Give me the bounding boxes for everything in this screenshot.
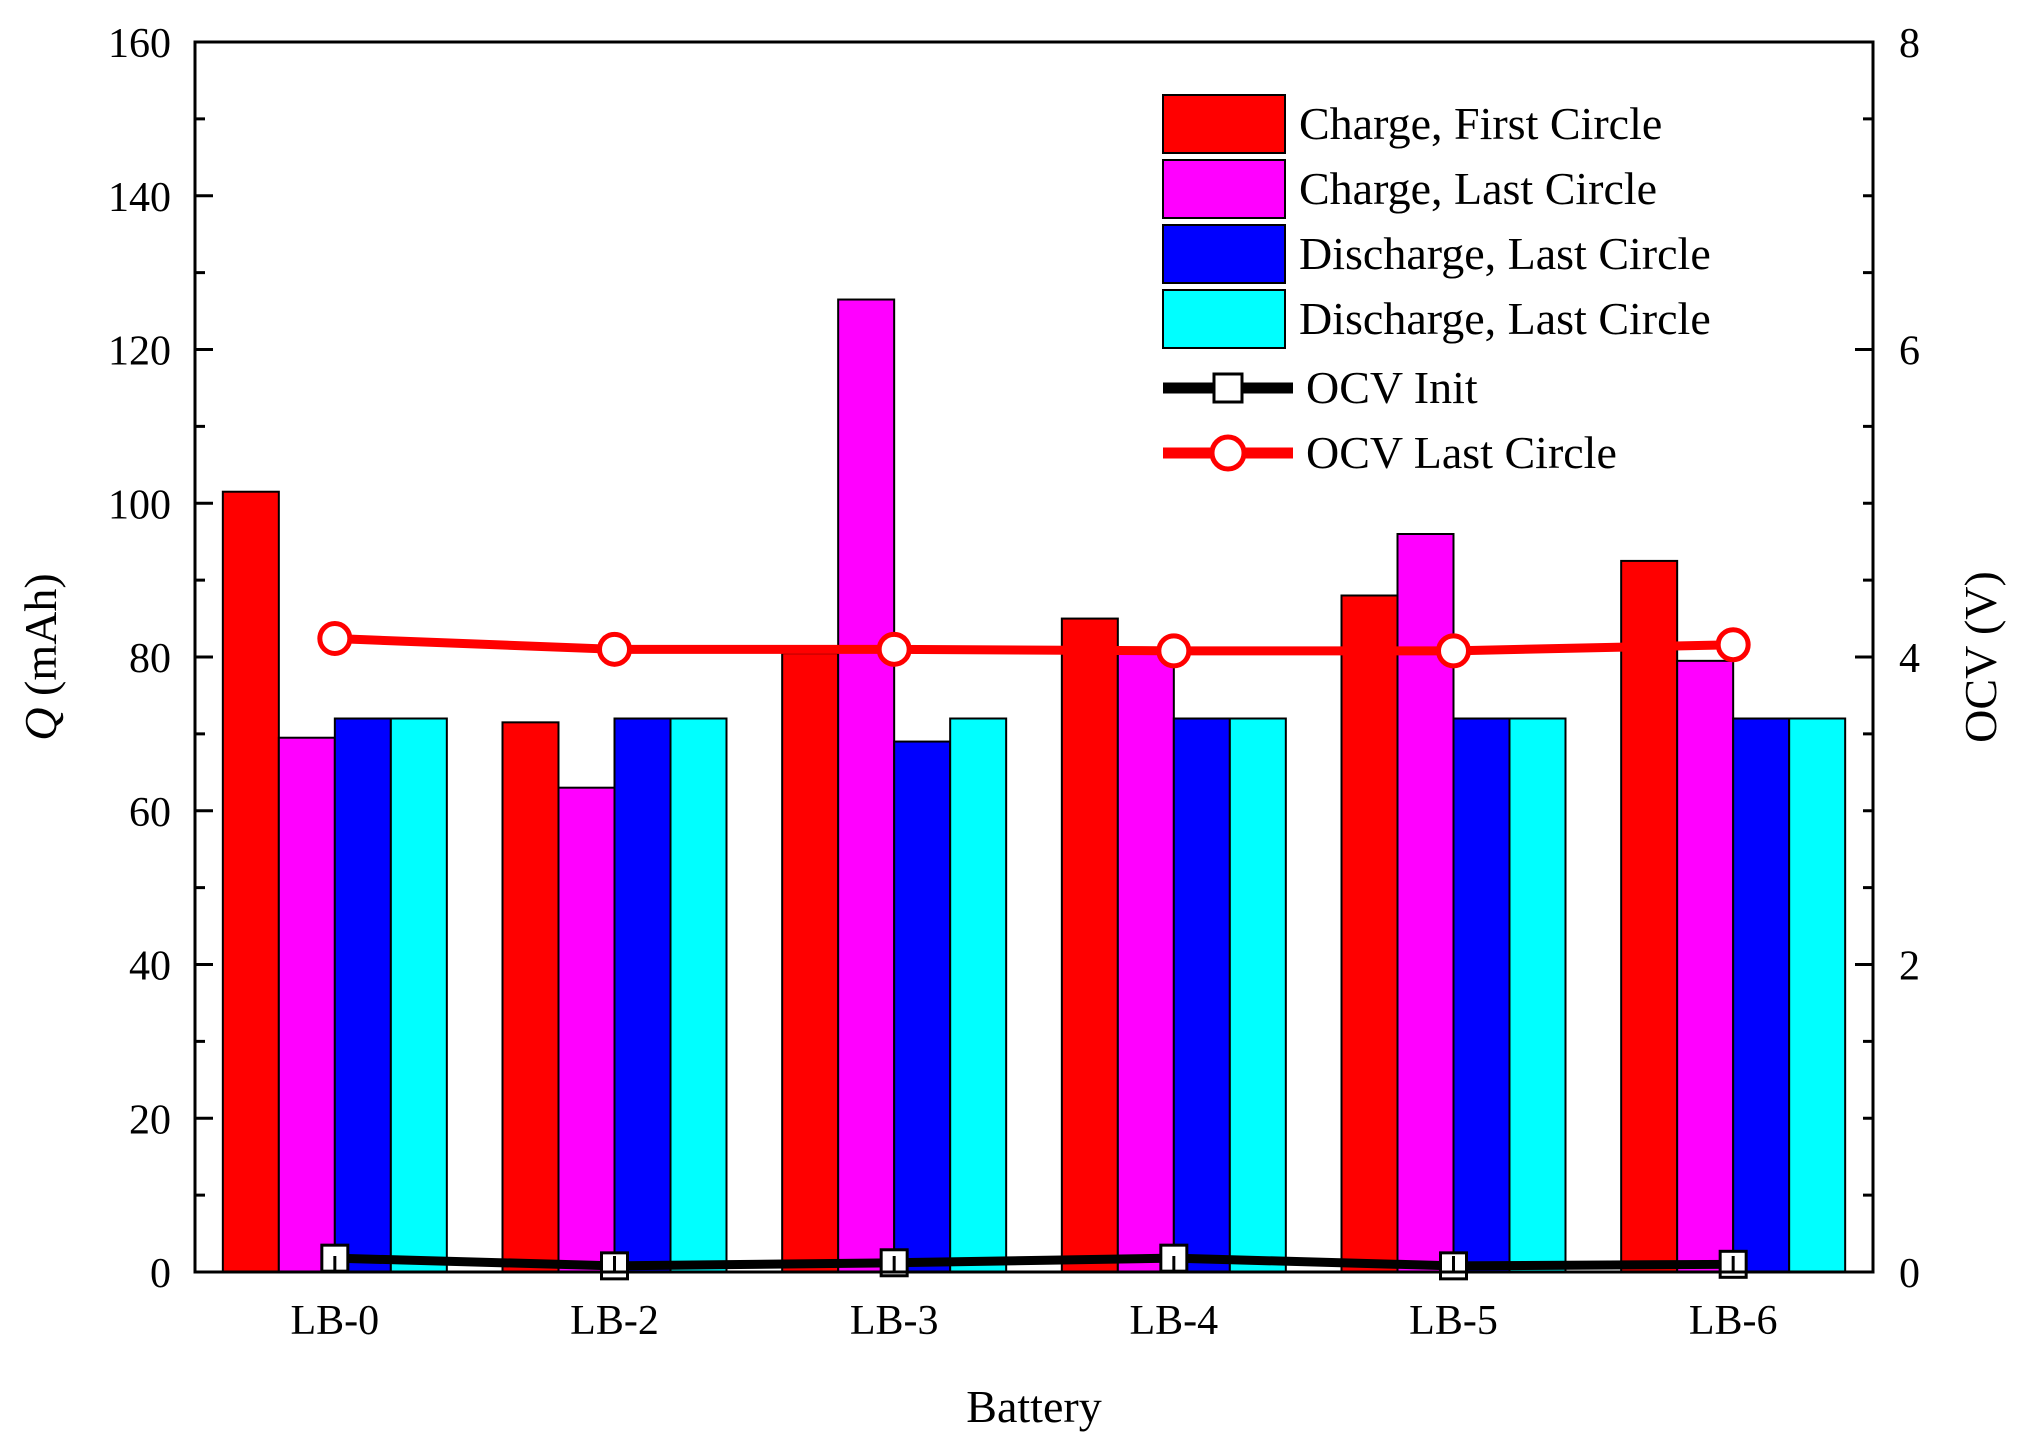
bar-3-5 <box>1788 717 1847 1273</box>
y-tick-label-5: 100 <box>108 482 171 528</box>
x-tick-label-4: LB-5 <box>1409 1298 1498 1344</box>
y2-tick-label-1: 2 <box>1899 944 1920 990</box>
bar-3-1 <box>669 717 728 1273</box>
line-point-1-3 <box>1156 633 1192 669</box>
legend-label-5: OCV Last Circle <box>1306 427 1617 478</box>
y2-tick-label-4: 8 <box>1899 21 1920 67</box>
bar-3-3 <box>1228 717 1287 1273</box>
x-tick-label-2: LB-3 <box>850 1298 939 1344</box>
line-point-1-4 <box>1436 633 1471 669</box>
legend-label-3: Discharge, Last Circle <box>1299 293 1711 344</box>
x-tick-label-3: LB-4 <box>1130 1298 1219 1344</box>
bar-0-0 <box>221 490 280 1273</box>
y-axis-label-symbol: Q <box>15 707 66 740</box>
y-tick-label-4: 80 <box>129 636 171 682</box>
bar-2-4 <box>1452 717 1511 1273</box>
y-tick-label-6: 120 <box>108 329 171 375</box>
legend-swatch-3 <box>1162 289 1286 349</box>
line-point-1-0 <box>317 621 353 657</box>
line-point-1-2 <box>876 631 912 667</box>
y-tick-label-3: 60 <box>129 790 171 836</box>
y-tick-label-1: 20 <box>129 1097 171 1143</box>
legend-marker-0 <box>1212 372 1244 404</box>
legend-swatch-0 <box>1162 94 1286 154</box>
legend-label-0: Charge, First Circle <box>1299 98 1662 149</box>
y2-axis-label: OCV (V) <box>1955 571 2006 743</box>
bar-2-3 <box>1172 717 1231 1273</box>
bar-3-2 <box>949 717 1008 1273</box>
bar-3-4 <box>1508 717 1567 1273</box>
y2-tick-label-0: 0 <box>1899 1251 1920 1297</box>
legend-label-1: Charge, Last Circle <box>1299 163 1657 214</box>
y2-tick-label-3: 6 <box>1899 329 1920 375</box>
bar-1-0 <box>277 736 336 1273</box>
x-axis-label: Battery <box>966 1381 1101 1432</box>
legend: Charge, First Circle Charge, Last Circle D… <box>1162 94 1711 478</box>
line-point-1-1 <box>597 631 632 667</box>
bar-0-2 <box>781 652 840 1273</box>
y-axis-label-unit: (mAh) <box>15 573 66 707</box>
legend-label-4: OCV Init <box>1306 362 1478 413</box>
x-tick-label-1: LB-2 <box>570 1298 659 1344</box>
y-tick-label-8: 160 <box>108 21 171 67</box>
bar-0-1 <box>501 721 560 1273</box>
legend-swatch-2 <box>1162 224 1286 284</box>
bar-0-3 <box>1060 617 1119 1273</box>
y2-tick-label-2: 4 <box>1899 636 1920 682</box>
bar-1-2 <box>837 298 896 1273</box>
bar-0-4 <box>1340 594 1399 1273</box>
bar-0-5 <box>1620 559 1679 1273</box>
line-series-1 <box>334 634 1734 656</box>
bar-1-3 <box>1116 652 1175 1273</box>
legend-label-2: Discharge, Last Circle <box>1299 228 1711 279</box>
bar-2-0 <box>333 717 392 1273</box>
line-point-1-5 <box>1715 627 1751 663</box>
y-axis-label: Q (mAh) <box>15 573 66 740</box>
x-tick-label-0: LB-0 <box>291 1298 380 1344</box>
bars-layer <box>221 298 1847 1273</box>
bar-2-5 <box>1732 717 1791 1273</box>
y-tick-label-0: 0 <box>150 1251 171 1297</box>
x-tick-label-5: LB-6 <box>1689 1298 1778 1344</box>
axis-ticks: 0 20 40 60 80 100 120 140 160 0 2 4 6 8 LB-0 LB-2 LB-3 LB… <box>108 21 1920 1344</box>
bar-3-0 <box>389 717 448 1273</box>
bar-1-1 <box>557 786 616 1273</box>
bar-2-2 <box>893 740 952 1273</box>
y-tick-label-2: 40 <box>129 944 171 990</box>
bar-2-1 <box>613 717 672 1273</box>
legend-swatch-1 <box>1162 159 1286 219</box>
bar-1-5 <box>1676 659 1735 1273</box>
legend-marker-1 <box>1209 434 1247 472</box>
line-series-0 <box>334 1253 1734 1271</box>
y-tick-label-7: 140 <box>108 175 171 221</box>
